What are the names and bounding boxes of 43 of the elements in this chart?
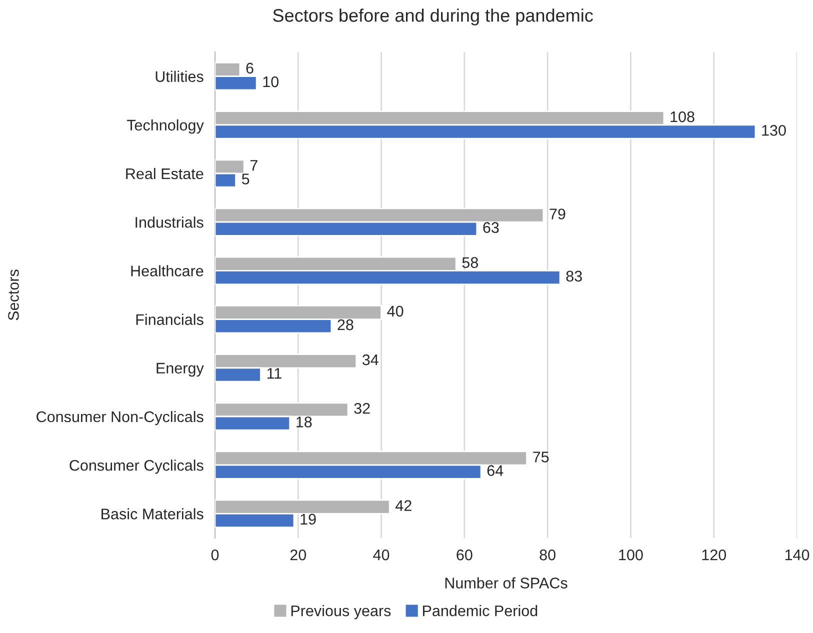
data-label: 5 [242, 174, 250, 184]
y-tick-label: Healthcare [131, 265, 204, 276]
x-tick-label: 140 [785, 550, 810, 560]
data-label: 75 [533, 452, 549, 462]
data-label: 58 [462, 257, 478, 268]
data-label: 18 [296, 416, 312, 428]
chart-title: Sectors before and during the pandemic [273, 8, 593, 26]
y-tick-label: Financials [136, 314, 204, 325]
y-tick-label: Consumer Non-Cyclicals [36, 410, 204, 426]
data-label: 6 [246, 62, 254, 74]
data-label: 42 [396, 500, 412, 511]
data-label: 130 [762, 124, 786, 136]
data-label: 34 [362, 354, 378, 366]
data-label: 7 [250, 160, 258, 171]
data-label: 40 [387, 306, 404, 317]
legend-label: Pandemic Period [423, 605, 538, 616]
y-tick-label: Real Estate [126, 168, 204, 180]
y-tick-label: Utilities [156, 70, 204, 82]
y-tick-label: Basic Materials [102, 508, 204, 520]
y-tick-label: Technology [126, 119, 204, 134]
data-label: 108 [670, 111, 694, 122]
data-label: 19 [300, 514, 316, 525]
y-axis-title: Sectors [8, 270, 19, 320]
x-tick-label: 40 [373, 550, 390, 560]
y-tick-label: Energy [156, 362, 204, 377]
y-tick-label: Consumer Cyclicals [70, 460, 204, 474]
data-label: 11 [267, 368, 282, 379]
data-label: 10 [263, 76, 279, 88]
legend-label: Previous years [291, 605, 391, 620]
data-label: 64 [487, 465, 504, 476]
y-tick-label: Industrials [136, 216, 204, 228]
data-label: 79 [550, 208, 566, 220]
data-label: 32 [354, 402, 370, 414]
x-tick-label: 120 [702, 550, 726, 560]
x-tick-label: 0 [211, 550, 219, 560]
x-tick-label: 20 [290, 550, 306, 560]
x-tick-label: 60 [456, 550, 472, 560]
data-label: 83 [566, 270, 582, 282]
x-tick-label: 100 [619, 550, 643, 560]
x-tick-label: 80 [540, 550, 556, 560]
data-label: 63 [483, 222, 499, 234]
x-axis-title: Number of SPACs [445, 577, 568, 588]
data-label: 28 [338, 319, 354, 330]
